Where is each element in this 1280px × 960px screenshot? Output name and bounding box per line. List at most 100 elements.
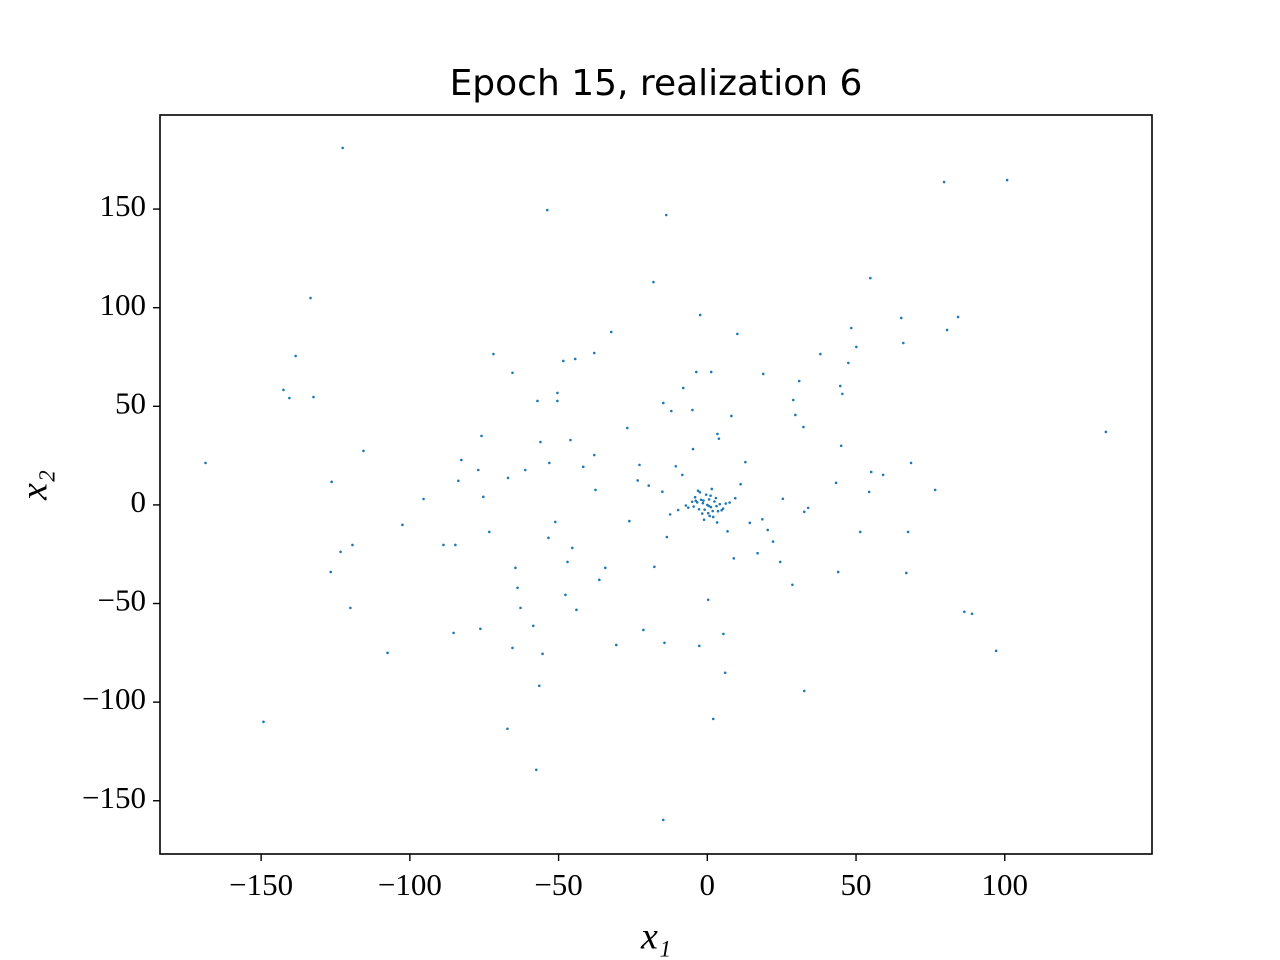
point [536, 399, 539, 403]
point [942, 180, 946, 184]
point [537, 684, 541, 688]
point [349, 606, 352, 610]
point [699, 498, 703, 502]
point [422, 497, 425, 501]
point [581, 465, 585, 469]
point [665, 535, 669, 539]
point [714, 496, 718, 500]
point [401, 523, 404, 527]
y-tick-label: −50 [98, 583, 146, 618]
point [766, 528, 769, 532]
point [288, 396, 291, 400]
point [686, 506, 690, 509]
point [709, 494, 712, 497]
point [476, 468, 480, 472]
point [674, 464, 678, 468]
point [492, 352, 495, 356]
point [548, 461, 551, 465]
point [849, 326, 853, 330]
point [457, 479, 460, 483]
y-tick-label: 50 [115, 385, 146, 420]
point [855, 345, 858, 349]
point [594, 488, 597, 492]
point [711, 509, 714, 513]
y-tick-label: −100 [82, 681, 146, 716]
plot-frame [159, 114, 1153, 855]
point [628, 519, 631, 523]
point [534, 768, 538, 772]
point [554, 520, 557, 524]
point [460, 458, 463, 462]
point [482, 495, 485, 499]
point [661, 401, 665, 405]
point [703, 508, 706, 511]
point [511, 646, 514, 650]
point [761, 518, 764, 521]
point [575, 608, 578, 612]
point [708, 514, 711, 518]
point [676, 508, 680, 512]
point [819, 352, 822, 356]
y-tick-label: 0 [131, 484, 147, 519]
point [652, 280, 655, 284]
y-tick-label: 100 [100, 287, 147, 322]
point [797, 379, 801, 383]
point [614, 643, 618, 647]
point [867, 490, 871, 494]
point [945, 328, 949, 332]
y-tick-label: 150 [100, 188, 147, 223]
point [506, 727, 509, 731]
point [570, 546, 574, 550]
point [1104, 430, 1108, 434]
point [341, 146, 344, 150]
point [1005, 178, 1009, 182]
point [692, 505, 695, 508]
point [516, 586, 519, 590]
point [697, 644, 701, 648]
x-tick-label: −50 [534, 867, 582, 902]
point [691, 447, 695, 451]
point [569, 438, 572, 442]
point [625, 426, 629, 430]
point [744, 460, 747, 464]
point [519, 606, 522, 610]
point [791, 398, 795, 402]
point [480, 434, 483, 438]
point [956, 315, 960, 319]
point [802, 689, 806, 693]
point [592, 351, 596, 355]
point [802, 425, 805, 429]
point [905, 571, 908, 575]
point [791, 583, 794, 587]
x-tick-label: 100 [982, 867, 1029, 902]
point [663, 641, 666, 645]
point [329, 570, 333, 574]
point [647, 484, 651, 487]
point [836, 570, 840, 574]
point [592, 453, 596, 457]
point [386, 651, 389, 655]
point [694, 499, 698, 503]
point [841, 392, 844, 396]
point [539, 440, 542, 444]
point [869, 276, 872, 280]
point [723, 671, 727, 675]
point [702, 499, 705, 502]
point [564, 593, 567, 597]
point [452, 631, 455, 635]
point [695, 370, 698, 374]
point [838, 384, 842, 388]
point [668, 513, 672, 516]
point [710, 487, 714, 491]
point [262, 720, 265, 724]
point [541, 652, 544, 656]
point [909, 461, 913, 465]
point [794, 413, 797, 417]
point [693, 495, 697, 499]
point [711, 515, 715, 519]
point [806, 506, 810, 510]
point [698, 490, 702, 494]
x-tick-label: 50 [841, 867, 872, 902]
point [282, 388, 285, 392]
point [730, 414, 733, 418]
